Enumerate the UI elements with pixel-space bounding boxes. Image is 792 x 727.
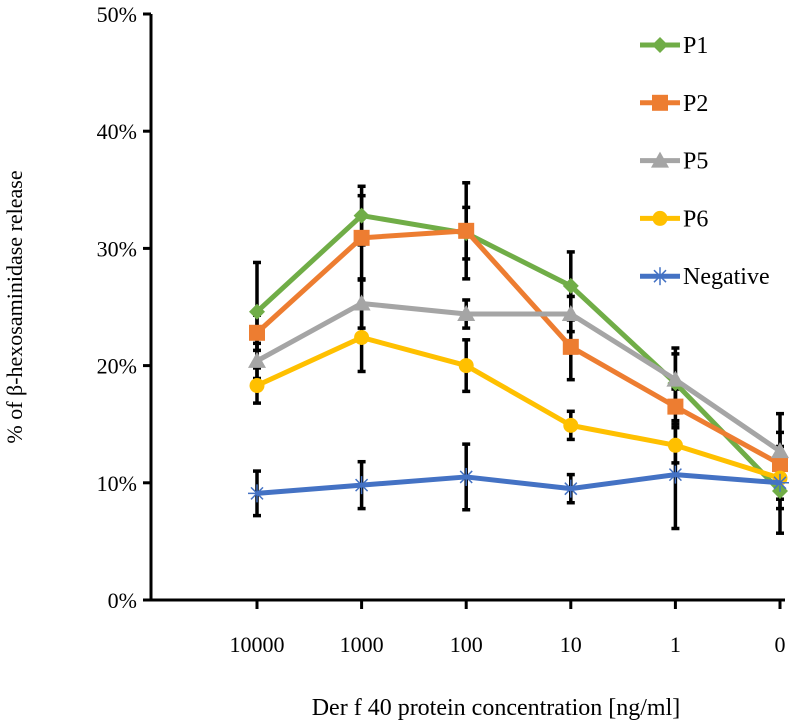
- legend-marker: [652, 37, 668, 53]
- data-point: [666, 465, 685, 484]
- y-tick-label: 30%: [97, 236, 137, 261]
- y-tick-label: 20%: [97, 354, 137, 379]
- data-point: [457, 305, 476, 322]
- x-tick-label: 100: [450, 632, 483, 657]
- data-point: [354, 329, 370, 345]
- y-tick-label: 40%: [97, 119, 137, 144]
- star-stroke: [668, 468, 682, 482]
- y-tick-label: 0%: [108, 588, 137, 613]
- x-tick-label: 1: [670, 632, 681, 657]
- data-point: [561, 479, 580, 498]
- legend-label: P5: [683, 149, 708, 175]
- data-point: [248, 351, 266, 368]
- data-point: [562, 338, 579, 355]
- legend-marker: [652, 94, 668, 111]
- series-line-p5: [255, 300, 782, 454]
- y-tick-label: 10%: [97, 471, 137, 496]
- star-stroke: [250, 486, 264, 500]
- series-line-negative: [256, 472, 781, 496]
- legend-marker: [651, 267, 669, 286]
- x-tick-label: 10: [560, 632, 582, 657]
- legend-label: P2: [683, 91, 708, 117]
- x-tick-label: 10000: [230, 632, 285, 657]
- data-point: [248, 484, 266, 503]
- data-point: [667, 398, 684, 415]
- star-stroke: [653, 269, 667, 283]
- star-stroke: [459, 470, 473, 484]
- data-point: [249, 324, 265, 341]
- data-point: [771, 442, 789, 459]
- data-point: [457, 467, 476, 486]
- data-point: [352, 294, 371, 311]
- series-line-p1: [255, 213, 782, 493]
- legend-marker: [651, 151, 669, 168]
- x-tick-label: 0: [775, 632, 786, 657]
- data-point: [353, 207, 370, 224]
- legend-label: P1: [683, 33, 708, 59]
- y-axis-label: % of β-hexosaminidase release: [2, 170, 27, 443]
- data-point: [666, 370, 685, 387]
- legend-marker: [652, 210, 668, 226]
- series-line-p2: [255, 228, 782, 467]
- data-point: [249, 378, 265, 394]
- data-point: [458, 222, 475, 239]
- y-tick-label: 50%: [97, 2, 137, 27]
- series-line-p6: [255, 334, 781, 481]
- data-point: [352, 476, 371, 495]
- star-stroke: [773, 476, 787, 490]
- data-point: [353, 229, 370, 246]
- data-point: [249, 303, 265, 320]
- data-point: [771, 473, 789, 492]
- legend-label: P6: [683, 206, 708, 232]
- data-point: [561, 305, 580, 322]
- data-point: [458, 358, 474, 374]
- x-tick-label: 1000: [340, 632, 384, 657]
- data-point: [563, 417, 579, 433]
- star-stroke: [564, 482, 578, 496]
- data-point: [667, 437, 683, 453]
- star-stroke: [355, 478, 369, 492]
- legend-label: Negative: [683, 264, 770, 290]
- x-axis-label: Der f 40 protein concentration [ng/ml]: [312, 695, 681, 721]
- data-point: [562, 277, 579, 294]
- data-point: [772, 456, 788, 473]
